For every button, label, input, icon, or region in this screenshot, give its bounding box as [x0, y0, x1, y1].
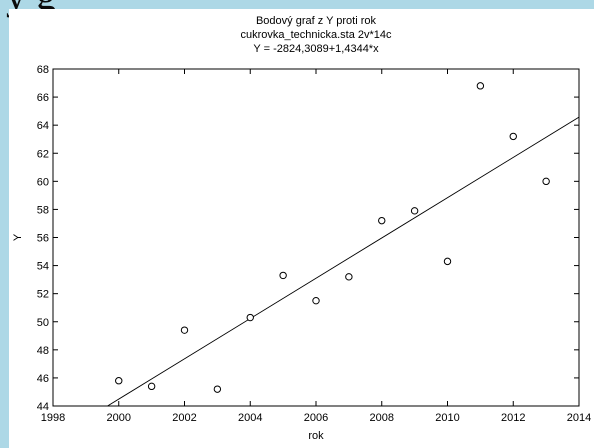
x-axis-label: rok: [308, 430, 324, 442]
data-point: [115, 377, 123, 385]
y-tick-label: 56: [37, 233, 49, 245]
data-point: [443, 257, 452, 266]
data-point: [378, 216, 386, 225]
y-tick-label: 50: [37, 317, 49, 329]
y-tick-label: 66: [37, 92, 49, 104]
x-tick-label: 2010: [435, 412, 459, 424]
chart-title-line: Bodový graf z Y proti rok: [256, 15, 377, 27]
x-tick-label: 2014: [567, 412, 591, 424]
y-tick-label: 58: [37, 204, 49, 216]
chart-title-line: cukrovka_technicka.sta 2v*14c: [240, 29, 392, 41]
plot-frame: [52, 68, 580, 407]
y-tick-label: 60: [37, 176, 49, 188]
data-point: [312, 296, 320, 305]
chart-title: Bodový graf z Y proti rok cukrovka_techni…: [240, 15, 392, 55]
data-point: [509, 132, 517, 141]
scatter-chart: Bodový graf z Y proti rok cukrovka_techni…: [12, 15, 591, 442]
data-point: [213, 385, 222, 393]
x-axis-ticks: 1998 2000 2002 2004 2006 2008 2010 2012 2014: [41, 69, 591, 424]
y-tick-label: 48: [37, 345, 49, 357]
chart-panel: Bodový graf z Y proti rok cukrovka_techni…: [9, 9, 594, 448]
data-point: [542, 177, 550, 186]
data-point: [410, 207, 419, 215]
data-point: [279, 271, 287, 280]
x-tick-label: 2002: [172, 412, 196, 424]
x-tick-label: 1998: [41, 412, 65, 424]
data-point: [147, 382, 156, 391]
data-point: [345, 273, 353, 281]
data-points: [115, 82, 550, 393]
x-tick-label: 2008: [370, 412, 394, 424]
y-axis-label: Y: [12, 233, 24, 241]
y-tick-label: 44: [37, 401, 49, 413]
y-tick-label: 54: [37, 261, 49, 273]
chart-title-line: Y = -2824,3089+1,4344*x: [253, 43, 379, 55]
x-tick-label: 2000: [107, 412, 131, 424]
data-point: [476, 82, 485, 90]
y-axis-ticks: 44 46 48 50 52 54 56 58 60 62 64 66 68: [37, 64, 579, 413]
x-tick-label: 2006: [304, 412, 328, 424]
y-tick-label: 62: [37, 148, 49, 160]
data-point: [180, 326, 189, 334]
y-tick-label: 46: [37, 373, 49, 385]
y-tick-label: 64: [37, 120, 49, 132]
data-point: [246, 313, 254, 322]
x-tick-label: 2004: [238, 412, 262, 424]
y-tick-label: 68: [37, 64, 49, 76]
x-tick-label: 2012: [501, 412, 525, 424]
y-tick-label: 52: [37, 289, 49, 301]
regression-line: [107, 116, 580, 407]
